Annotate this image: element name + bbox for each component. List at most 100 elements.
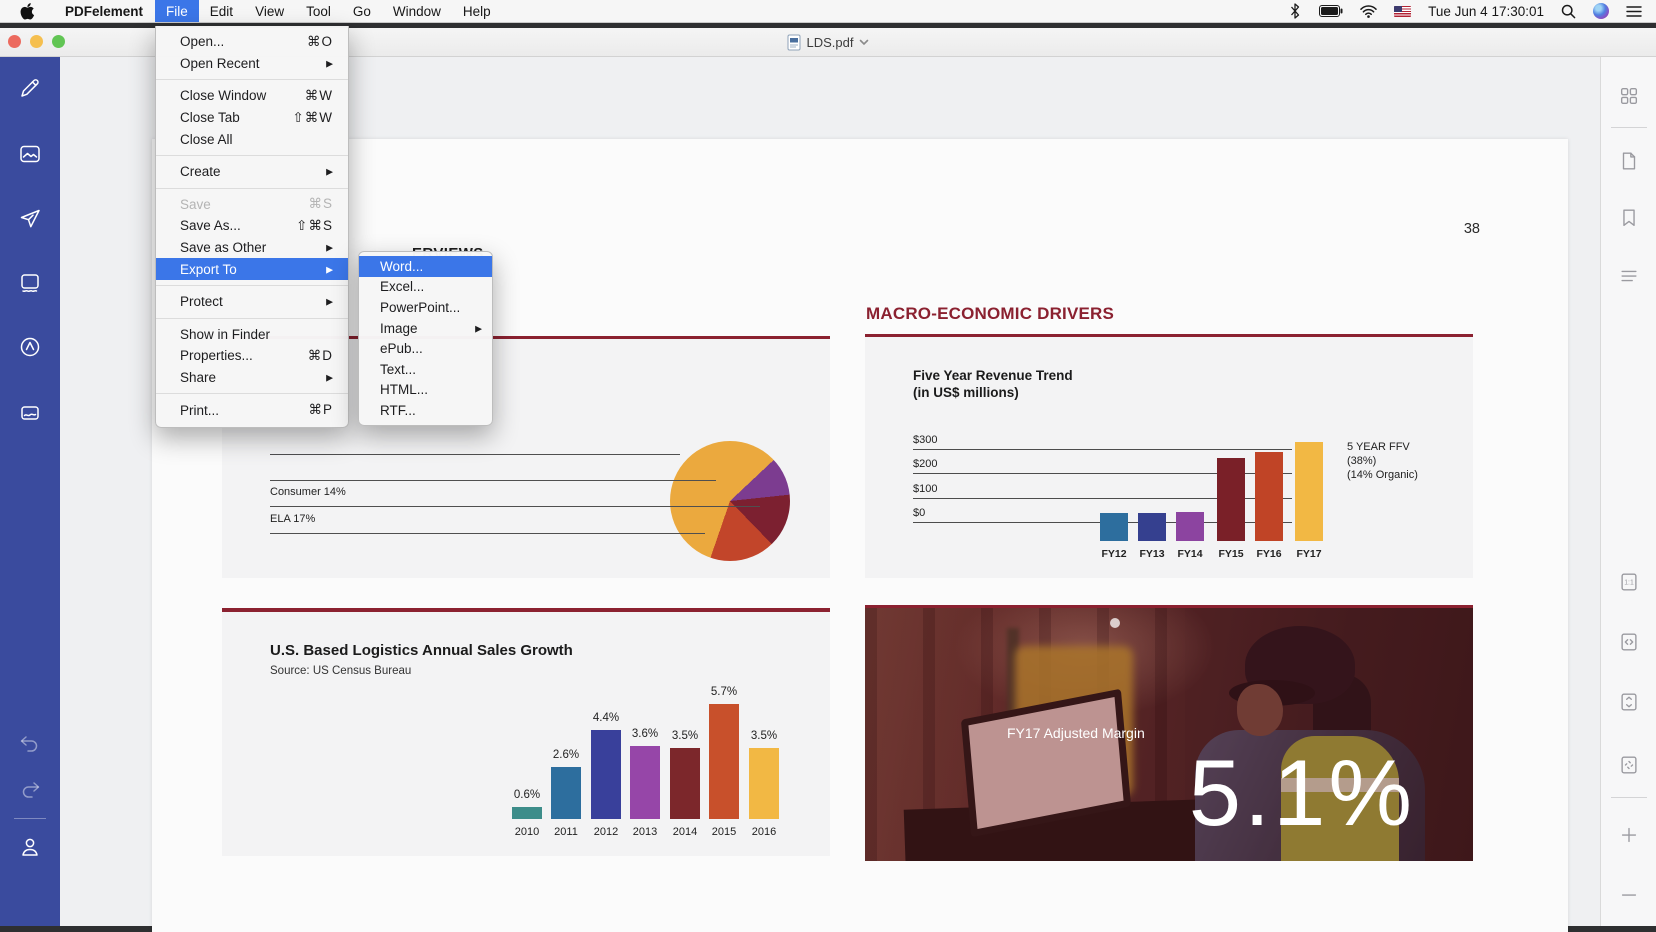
battery-icon[interactable]	[1319, 5, 1343, 17]
menu-shortcut: ⌘W	[304, 87, 333, 103]
page-thumbnails-icon[interactable]	[1618, 150, 1640, 172]
menubar-item-help[interactable]: Help	[462, 3, 491, 19]
revenue-bar-FY17	[1295, 442, 1323, 541]
toolbar-divider	[1611, 797, 1647, 798]
macro-heading-underline	[865, 334, 1473, 337]
menu-item-save-as-other[interactable]: Save as Other ▶	[156, 237, 348, 259]
menu-item-label: Save as Other	[180, 240, 267, 256]
menubar-item-view[interactable]: View	[255, 3, 285, 19]
sales-value-label: 3.5%	[671, 730, 699, 743]
menu-item-open-recent[interactable]: Open Recent ▶	[156, 53, 348, 75]
redo-icon[interactable]	[18, 778, 42, 802]
bookmarks-icon[interactable]	[1618, 207, 1640, 229]
y-tick-label: $100	[913, 483, 938, 495]
menu-item-share[interactable]: Share ▶	[156, 367, 348, 389]
warehouse-photo-panel: FY17 Adjusted Margin 5.1%	[865, 605, 1473, 861]
menubar-item-file[interactable]: File	[155, 0, 199, 22]
margin-value: 5.1%	[1188, 740, 1415, 845]
revenue-chart-legend: 5 YEAR FFV (38%) (14% Organic)	[1347, 441, 1418, 481]
siri-icon[interactable]	[1593, 3, 1609, 19]
menu-separator	[156, 317, 348, 319]
close-window-button[interactable]	[8, 35, 21, 48]
menu-item-label: Save As...	[180, 218, 241, 234]
document-title[interactable]: LDS.pdf	[806, 34, 854, 50]
menu-item-text[interactable]: Text...	[359, 359, 492, 380]
title-chevron-down-icon[interactable]	[859, 39, 869, 46]
menu-item-html[interactable]: HTML...	[359, 380, 492, 401]
menu-item-close-all[interactable]: Close All	[156, 128, 348, 150]
zoom-window-button[interactable]	[52, 35, 65, 48]
menu-item-save-as[interactable]: Save As... ⇧⌘S	[156, 215, 348, 237]
menu-bar-status: Tue Jun 4 17:30:01	[1288, 3, 1656, 19]
menu-item-label: Word...	[380, 258, 424, 274]
gridline	[913, 498, 1292, 499]
menubar-item-tool[interactable]: Tool	[306, 3, 331, 19]
menu-item-label: Print...	[180, 402, 220, 418]
maroon-overlay	[865, 608, 1473, 861]
menu-item-word[interactable]: Word...	[359, 256, 492, 277]
fit-height-icon[interactable]	[1618, 691, 1640, 713]
minimize-window-button[interactable]	[30, 35, 43, 48]
wifi-icon[interactable]	[1360, 4, 1377, 18]
menubar-item-pdfelement[interactable]: PDFelement	[65, 3, 144, 19]
fit-width-icon[interactable]	[1618, 631, 1640, 653]
menu-item-image[interactable]: Image ▶	[359, 318, 492, 339]
menu-item-label: Properties...	[180, 348, 253, 364]
pages-icon[interactable]	[18, 271, 42, 295]
menu-item-close-tab[interactable]: Close Tab ⇧⌘W	[156, 107, 348, 129]
menu-shortcut: ⌘S	[308, 196, 333, 212]
menu-item-export-to[interactable]: Export To ▶	[156, 258, 348, 280]
menu-item-protect[interactable]: Protect ▶	[156, 291, 348, 313]
revenue-bar-FY16	[1255, 452, 1283, 541]
x-tick-label: FY15	[1218, 548, 1244, 560]
menu-item-epub[interactable]: ePub...	[359, 338, 492, 359]
zoom-out-icon[interactable]	[1618, 884, 1640, 906]
document-canvas[interactable]: 38 ERVIEWS Consumer 14%ELA 17% MACRO-ECO…	[60, 56, 1600, 932]
menu-item-label: Open...	[180, 34, 225, 50]
menu-separator	[156, 187, 348, 189]
sales-year-label: 2015	[711, 826, 737, 838]
pie-label-consumer: Consumer 14%	[270, 486, 346, 498]
menu-item-show-in-finder[interactable]: Show in Finder	[156, 324, 348, 346]
actual-size-icon[interactable]: 1:1	[1618, 571, 1640, 593]
toolbar-divider	[1611, 127, 1647, 128]
spotlight-search-icon[interactable]	[1561, 4, 1576, 19]
menu-item-properties[interactable]: Properties... ⌘D	[156, 345, 348, 367]
x-tick-label: FY17	[1296, 548, 1322, 560]
zoom-in-icon[interactable]	[1618, 824, 1640, 846]
bluetooth-icon[interactable]	[1288, 3, 1302, 19]
menu-item-close-window[interactable]: Close Window ⌘W	[156, 85, 348, 107]
menu-item-excel[interactable]: Excel...	[359, 277, 492, 298]
file-menu: Open... ⌘O Open Recent ▶ Close Window ⌘W Close…	[155, 26, 349, 428]
send-icon[interactable]	[18, 207, 42, 231]
outline-icon[interactable]	[1618, 265, 1640, 287]
menu-bar: PDFelement File Edit View Tool Go Window Help T…	[0, 0, 1656, 23]
grid-view-icon[interactable]	[1618, 85, 1640, 107]
notification-center-icon[interactable]	[1626, 5, 1642, 18]
pencil-icon[interactable]	[18, 76, 42, 100]
image-icon[interactable]	[18, 142, 42, 166]
fit-page-icon[interactable]	[1618, 754, 1640, 776]
vest-stripe	[1281, 778, 1399, 792]
sales-bar-2012	[591, 730, 621, 819]
submenu-arrow-icon: ▶	[326, 58, 333, 69]
menubar-item-edit[interactable]: Edit	[209, 3, 234, 19]
hi-vis-vest	[1281, 736, 1399, 861]
undo-icon[interactable]	[18, 732, 42, 756]
menubar-item-window[interactable]: Window	[392, 3, 441, 19]
menu-item-create[interactable]: Create ▶	[156, 161, 348, 183]
menu-item-print[interactable]: Print... ⌘P	[156, 399, 348, 421]
apple-menu-icon[interactable]	[20, 2, 35, 20]
menu-item-rtf[interactable]: RTF...	[359, 400, 492, 421]
menubar-item-go[interactable]: Go	[352, 3, 371, 19]
sales-panel-divider	[222, 608, 830, 612]
photo-icon[interactable]	[18, 401, 42, 425]
menu-item-label: Show in Finder	[180, 326, 271, 342]
clock[interactable]: Tue Jun 4 17:30:01	[1428, 3, 1544, 19]
input-source-flag-icon[interactable]	[1394, 5, 1412, 17]
compass-icon[interactable]	[18, 335, 42, 359]
right-toolbar: 1:1	[1600, 56, 1656, 926]
menu-item-open[interactable]: Open... ⌘O	[156, 31, 348, 53]
menu-item-powerpoint[interactable]: PowerPoint...	[359, 297, 492, 318]
profile-icon[interactable]	[18, 835, 42, 859]
